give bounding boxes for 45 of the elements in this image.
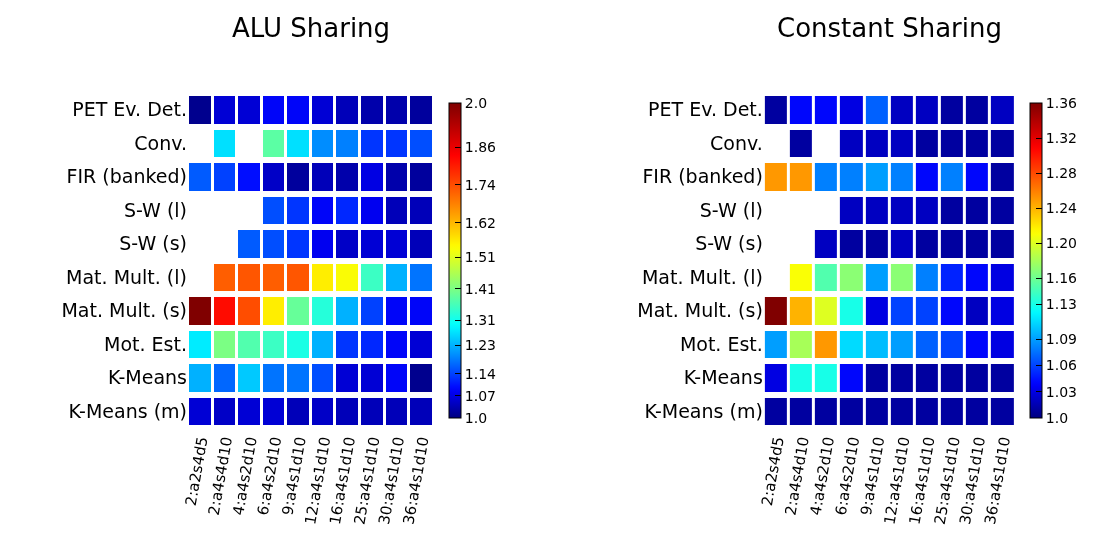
y-tick-label: S-W (l) bbox=[123, 198, 187, 221]
chart-title: ALU Sharing bbox=[232, 13, 391, 43]
color-bar-label: 1.74 bbox=[464, 176, 497, 193]
y-tick-label: PET Ev. Det. bbox=[72, 98, 187, 121]
color-bar-label: 1.20 bbox=[1045, 234, 1077, 251]
chart-title: Constant Sharing bbox=[777, 13, 1002, 43]
color-bar-label: 1.0 bbox=[1045, 409, 1069, 426]
color-bar-label: 1.86 bbox=[464, 139, 497, 155]
color-bar-label: 1.41 bbox=[464, 280, 496, 297]
y-tick-label: Conv. bbox=[134, 131, 187, 154]
color-bar-label: 1.28 bbox=[1045, 164, 1077, 181]
color-bar-label: 1.24 bbox=[1045, 199, 1078, 216]
color-bar-label: 1.06 bbox=[1045, 357, 1078, 374]
y-tick-label: K-Means bbox=[108, 366, 187, 389]
color-bar-label: 2.0 bbox=[464, 94, 488, 111]
color-bar-label: 1.0 bbox=[464, 409, 488, 426]
color-bar-label: 1.62 bbox=[464, 214, 496, 231]
color-bar-label: 1.31 bbox=[464, 312, 496, 329]
color-bar-label: 1.51 bbox=[464, 249, 496, 266]
y-tick-label: Mat. Mult. (s) bbox=[637, 299, 763, 322]
x-tick-label: 2:a2s4d5 bbox=[757, 435, 788, 508]
y-tick-label: S-W (s) bbox=[119, 232, 187, 255]
y-tick-label: K-Means bbox=[683, 366, 763, 389]
color-bar-label: 1.03 bbox=[1045, 383, 1077, 400]
y-tick-label: FIR (banked) bbox=[66, 165, 187, 188]
y-tick-label: Conv. bbox=[710, 131, 763, 154]
y-tick-label: S-W (l) bbox=[699, 198, 763, 221]
color-bar-label: 1.23 bbox=[464, 337, 496, 354]
color-bar-label: 1.36 bbox=[1045, 94, 1078, 111]
color-bar-label: 1.16 bbox=[1045, 269, 1078, 286]
y-tick-label: PET Ev. Det. bbox=[648, 98, 763, 121]
y-tick-label: S-W (s) bbox=[695, 232, 763, 255]
color-bar-label: 1.32 bbox=[1045, 129, 1077, 146]
color-bar-label: 1.14 bbox=[464, 365, 497, 382]
y-tick-label: Mat. Mult. (l) bbox=[66, 265, 187, 288]
y-tick-label: Mot. Est. bbox=[104, 332, 187, 355]
y-tick-label: Mat. Mult. (l) bbox=[641, 265, 763, 288]
y-tick-label: K-Means (m) bbox=[644, 399, 763, 422]
y-tick-label: Mot. Est. bbox=[679, 332, 763, 355]
y-tick-label: Mat. Mult. (s) bbox=[61, 299, 187, 322]
y-tick-label: FIR (banked) bbox=[642, 165, 763, 188]
color-bar-label: 1.07 bbox=[464, 387, 496, 404]
y-tick-label: K-Means (m) bbox=[68, 399, 187, 422]
color-bar-label: 1.09 bbox=[1045, 331, 1077, 348]
color-bar-label: 1.13 bbox=[1045, 296, 1077, 313]
